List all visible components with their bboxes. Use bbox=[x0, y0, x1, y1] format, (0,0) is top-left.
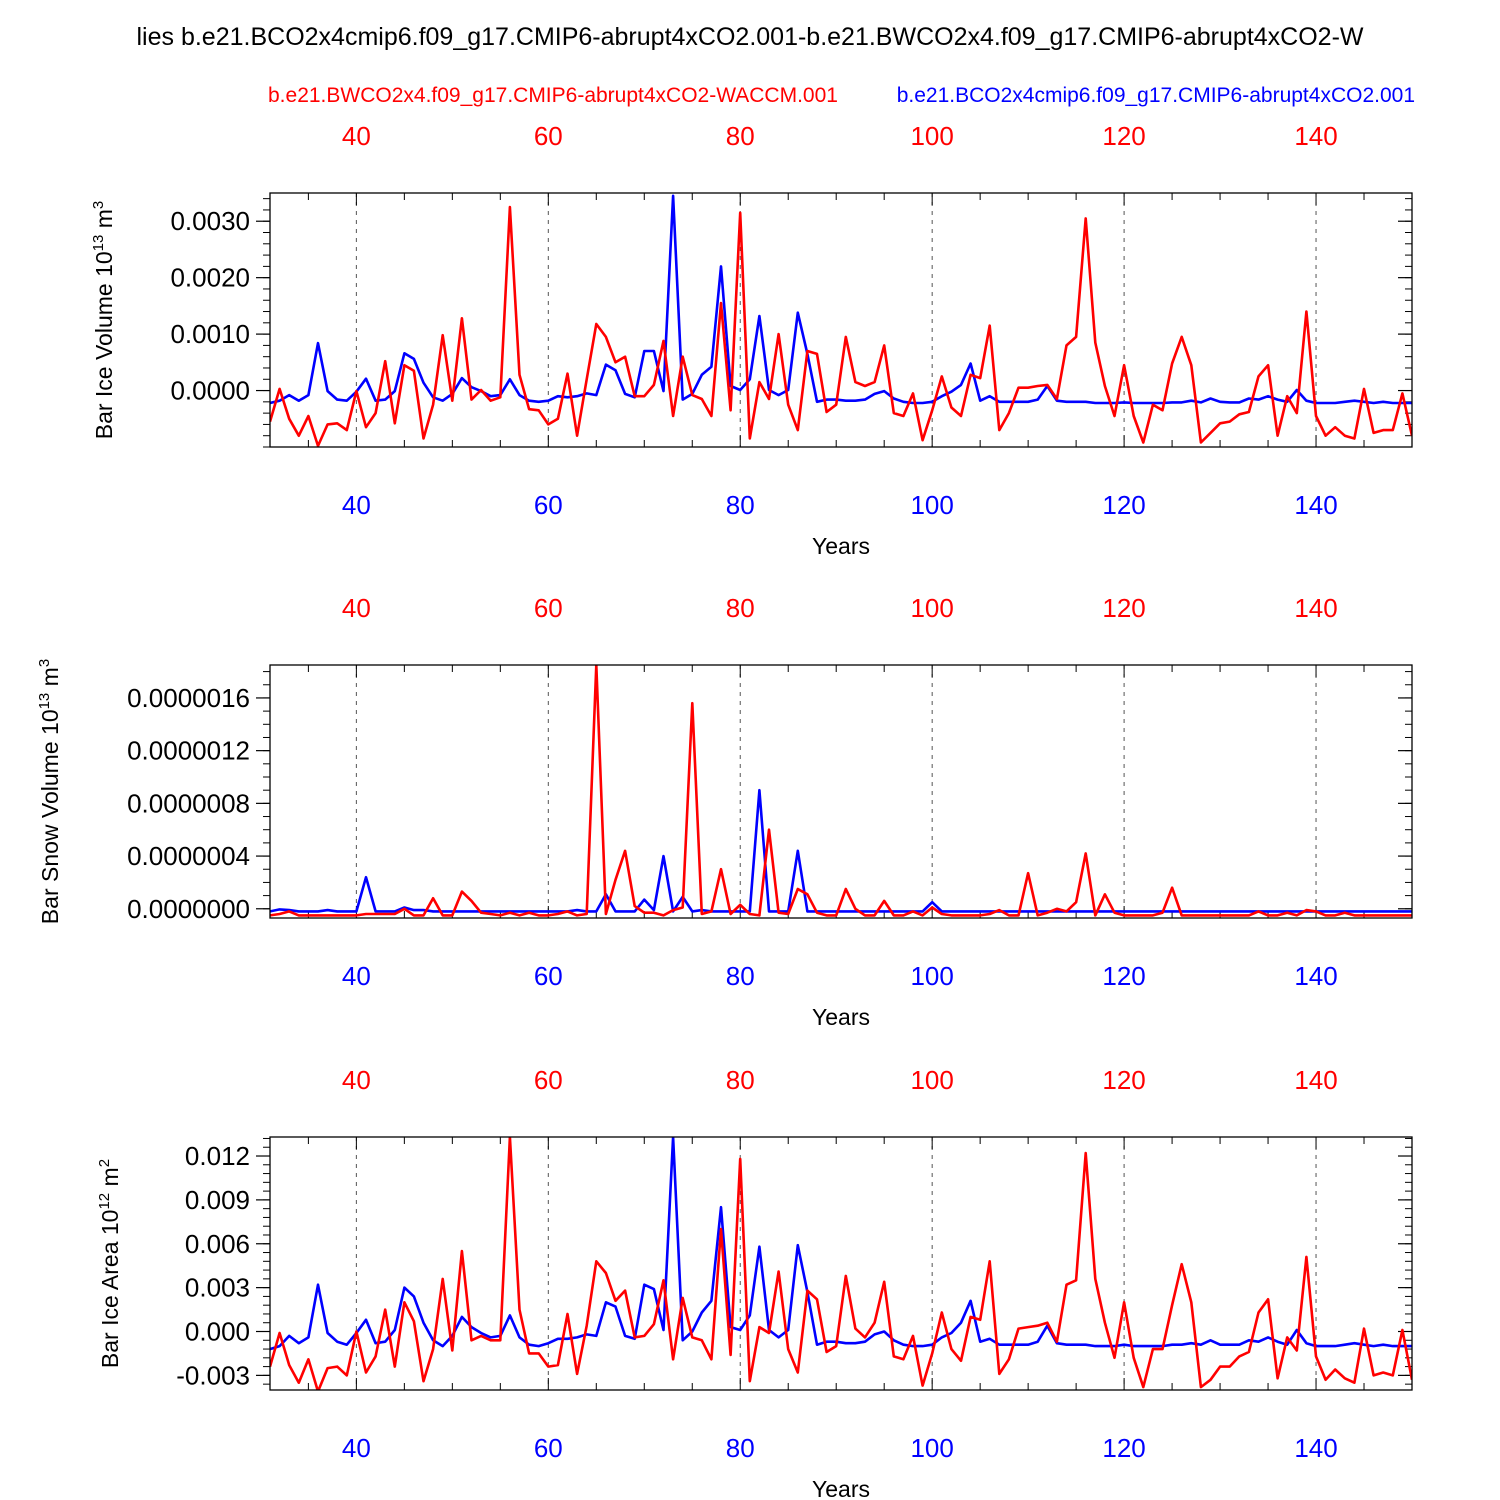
y-tick-label: 0.0030 bbox=[170, 206, 250, 236]
y-tick-label: 0.0000 bbox=[170, 376, 250, 406]
x-tick-label-top: 100 bbox=[910, 121, 953, 151]
x-tick-label-bottom: 120 bbox=[1102, 961, 1145, 991]
x-tick-label-bottom: 80 bbox=[726, 1433, 755, 1463]
legend-blue-label: b.e21.BCO2x4cmip6.f09_g17.CMIP6-abrupt4x… bbox=[897, 84, 1415, 107]
panels: 40 40 60 60 80 80 100 100 120 120 140 140 Years 0.000… bbox=[36, 121, 1413, 1500]
panel-2: 40 40 60 60 80 80 100 100 120 120 140 140 Years 0.000… bbox=[36, 593, 1413, 1030]
x-tick-label-bottom: 120 bbox=[1102, 490, 1145, 520]
y-tick-label: 0.0020 bbox=[170, 263, 250, 293]
x-tick-label-bottom: 140 bbox=[1294, 1433, 1337, 1463]
y-tick-label: 0.009 bbox=[185, 1185, 250, 1215]
x-tick-label-top: 60 bbox=[534, 121, 563, 151]
y-tick-label: 0.0000004 bbox=[127, 841, 250, 871]
series-line-blue bbox=[270, 194, 1412, 405]
y-tick-label: 0.006 bbox=[185, 1229, 250, 1259]
x-tick-label-bottom: 120 bbox=[1102, 1433, 1145, 1463]
x-axis-label: Years bbox=[812, 1476, 870, 1500]
x-tick-label-bottom: 60 bbox=[534, 490, 563, 520]
y-tick-label: 0.0000016 bbox=[127, 683, 250, 713]
plot-frame bbox=[269, 192, 1413, 448]
y-axis-label: Bar Snow Volume 1013 m3 bbox=[36, 659, 63, 924]
x-tick-label-top: 80 bbox=[726, 121, 755, 151]
x-tick-label-bottom: 80 bbox=[726, 490, 755, 520]
y-tick-label: 0.000 bbox=[185, 1317, 250, 1347]
x-tick-label-bottom: 100 bbox=[910, 490, 953, 520]
x-tick-label-top: 40 bbox=[342, 121, 371, 151]
x-tick-label-top: 80 bbox=[726, 593, 755, 623]
x-tick-label-bottom: 40 bbox=[342, 1433, 371, 1463]
series-line-red bbox=[270, 665, 1412, 917]
x-tick-label-bottom: 140 bbox=[1294, 961, 1337, 991]
x-axis-label: Years bbox=[812, 1004, 870, 1030]
y-tick-label: -0.003 bbox=[176, 1360, 250, 1390]
x-tick-label-top: 120 bbox=[1102, 121, 1145, 151]
x-tick-label-bottom: 140 bbox=[1294, 490, 1337, 520]
legend-red-label: b.e21.BWCO2x4.f09_g17.CMIP6-abrupt4xCO2-… bbox=[268, 84, 838, 107]
x-tick-label-top: 60 bbox=[534, 1065, 563, 1095]
x-tick-label-top: 100 bbox=[910, 593, 953, 623]
y-tick-label: 0.012 bbox=[185, 1141, 250, 1171]
x-tick-label-bottom: 40 bbox=[342, 490, 371, 520]
x-tick-label-top: 80 bbox=[726, 1065, 755, 1095]
plot-frame bbox=[269, 664, 1413, 919]
y-tick-label: 0.0000008 bbox=[127, 788, 250, 818]
x-tick-label-top: 140 bbox=[1294, 1065, 1337, 1095]
y-tick-label: 0.0010 bbox=[170, 319, 250, 349]
x-tick-label-top: 40 bbox=[342, 1065, 371, 1095]
series-line-blue bbox=[270, 788, 1412, 913]
x-axis-label: Years bbox=[812, 533, 870, 559]
x-tick-label-top: 140 bbox=[1294, 593, 1337, 623]
series-line-red bbox=[270, 205, 1412, 447]
y-tick-label: 0.0000000 bbox=[127, 894, 250, 924]
series-line-blue bbox=[270, 1137, 1412, 1351]
x-tick-label-top: 120 bbox=[1102, 593, 1145, 623]
panel-1: 40 40 60 60 80 80 100 100 120 120 140 140 Years 0.000… bbox=[90, 121, 1413, 559]
x-tick-label-top: 40 bbox=[342, 593, 371, 623]
plot-frame bbox=[269, 1136, 1413, 1391]
y-tick-label: 0.003 bbox=[185, 1273, 250, 1303]
x-tick-label-bottom: 40 bbox=[342, 961, 371, 991]
y-tick-label: 0.0000012 bbox=[127, 736, 250, 766]
x-tick-label-top: 120 bbox=[1102, 1065, 1145, 1095]
x-tick-label-bottom: 100 bbox=[910, 961, 953, 991]
y-axis-label: Bar Ice Volume 1013 m3 bbox=[90, 201, 117, 440]
figure-title: lies b.e21.BCO2x4cmip6.f09_g17.CMIP6-abr… bbox=[137, 23, 1364, 51]
y-axis-label: Bar Ice Area 1012 m2 bbox=[96, 1159, 123, 1368]
x-tick-label-bottom: 60 bbox=[534, 961, 563, 991]
panel-3: 40 40 60 60 80 80 100 100 120 120 140 140 Years -0.00… bbox=[96, 1065, 1413, 1500]
x-tick-label-bottom: 80 bbox=[726, 961, 755, 991]
x-tick-label-bottom: 100 bbox=[910, 1433, 953, 1463]
x-tick-label-top: 100 bbox=[910, 1065, 953, 1095]
x-tick-label-top: 60 bbox=[534, 593, 563, 623]
series-line-red bbox=[270, 1137, 1412, 1390]
x-tick-label-bottom: 60 bbox=[534, 1433, 563, 1463]
x-tick-label-top: 140 bbox=[1294, 121, 1337, 151]
